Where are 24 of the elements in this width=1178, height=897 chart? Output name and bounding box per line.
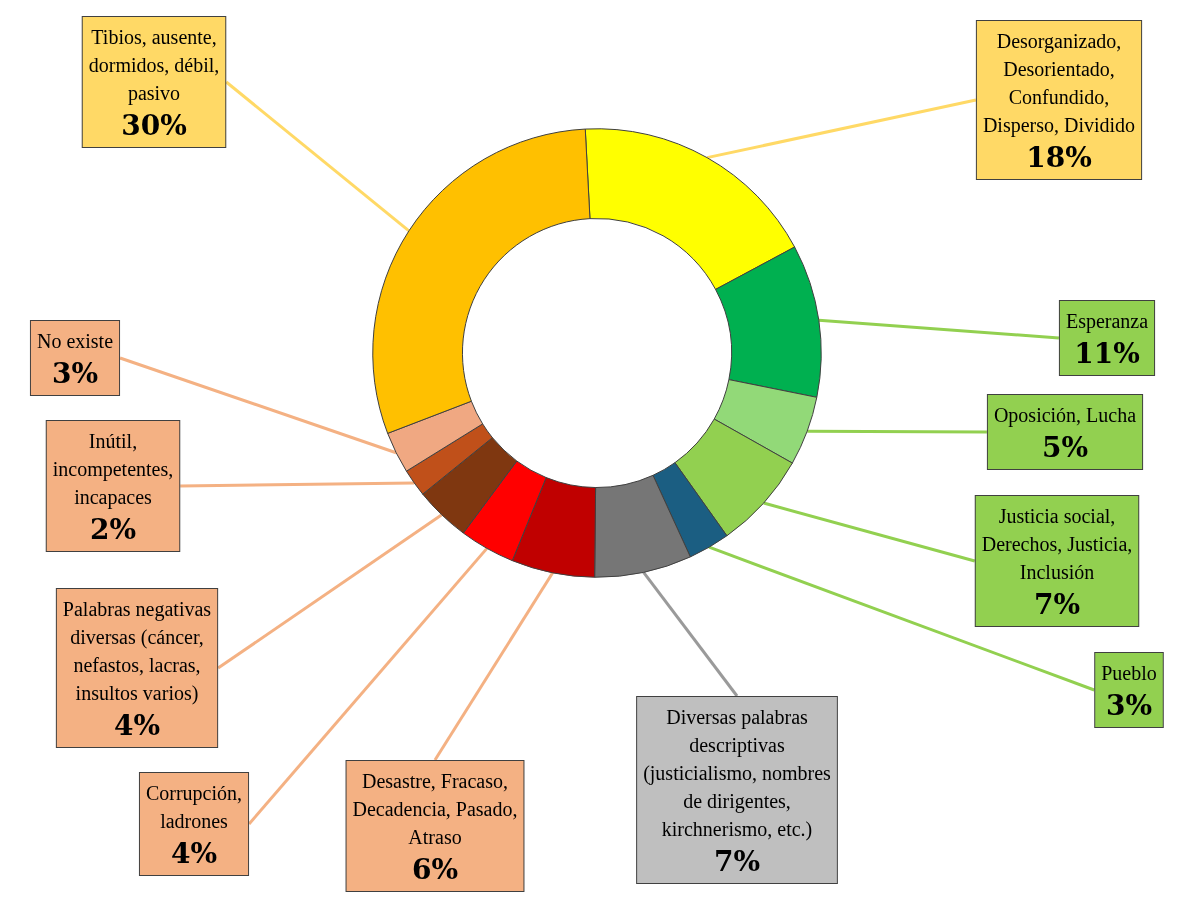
data-label: 2% <box>89 512 137 546</box>
data-label: 6% <box>411 852 459 886</box>
data-label: 3% <box>1105 688 1153 722</box>
slice-label: Esperanza <box>1065 310 1149 333</box>
slice-label: Diversas palabras descriptivas (justicialismo, nombres de dirigentes, kirchnerismo, etc.) <box>643 706 832 841</box>
data-label: 4% <box>113 708 161 742</box>
data-label: 18% <box>1026 140 1092 174</box>
data-label: 3% <box>51 356 99 390</box>
slice-label: No existe <box>36 330 114 352</box>
slice-label: Justicia social, Derechos, Justicia, Inclusión <box>981 505 1133 583</box>
slice-label: Desorganizado, Desorientado, Confundido, Disperso, Dividido <box>982 30 1136 137</box>
slice-label: Desastre, Fracaso, Decadencia, Pasado, Atraso <box>352 770 518 848</box>
slice-label: Corrupción, ladrones <box>145 782 243 832</box>
data-label: 7% <box>1033 587 1081 621</box>
data-label: 5% <box>1041 430 1089 464</box>
slice-label: Inútil, incompetentes, incapaces <box>52 430 174 509</box>
slice-label: Tibios, ausente, dormidos, débil, pasivo <box>88 26 220 105</box>
slice-label: Pueblo <box>1101 662 1157 684</box>
data-label: 7% <box>713 844 761 878</box>
data-label: 30% <box>121 108 187 142</box>
data-label: 11% <box>1074 336 1140 370</box>
data-label: 4% <box>170 836 218 870</box>
slice-label: Palabras negativas diversas (cáncer, nefastos, lacras, insultos varios) <box>62 598 212 705</box>
slice-label: Oposición, Lucha <box>993 404 1137 427</box>
